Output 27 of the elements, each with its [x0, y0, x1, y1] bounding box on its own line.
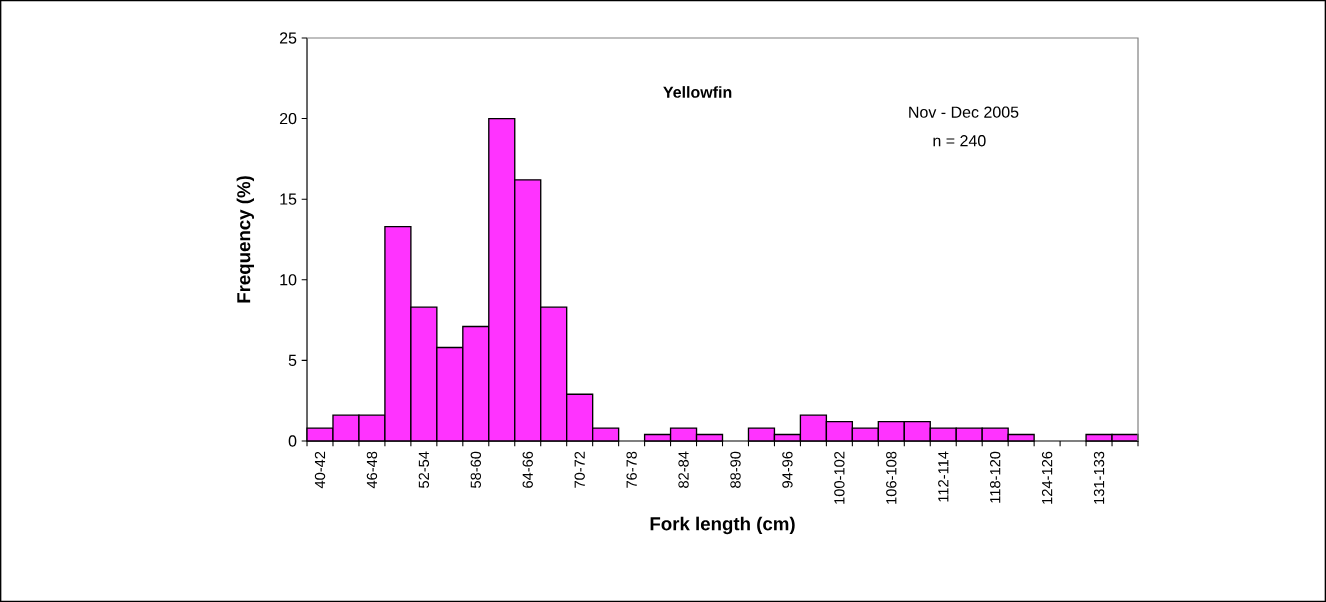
y-tick-label: 25: [279, 32, 297, 44]
x-tick-label: 46-48: [366, 451, 378, 489]
x-tick-label: 106-108: [886, 451, 897, 504]
x-tick-label: 82-84: [678, 451, 689, 488]
x-tick-label: 112-114: [938, 451, 949, 502]
annotation: Nov - Dec 2005: [909, 106, 1019, 118]
x-tick-label: 131-133: [1093, 451, 1105, 504]
y-axis-title: Frequency (%): [236, 176, 255, 303]
x-tick-label: 52-54: [418, 451, 430, 488]
x-axis-title: Fork length (cm): [650, 516, 795, 535]
x-tick-label: 94-96: [782, 451, 793, 488]
x-tick-label: 70-72: [574, 451, 585, 488]
x-tick-label: 58-60: [470, 451, 481, 488]
y-tick-label: 5: [288, 354, 297, 366]
annotation: n = 240: [933, 135, 986, 147]
x-tick-label: 124-126: [1041, 451, 1053, 504]
x-tick-label: 64-66: [522, 451, 533, 488]
y-tick-label: 10: [280, 274, 297, 286]
x-tick-label: 100-102: [834, 451, 845, 504]
text: Yellowfin: [663, 86, 732, 98]
x-tick-label: 40-42: [314, 451, 326, 489]
y-tick-label: 20: [279, 112, 297, 125]
y-tick-label: 0: [288, 435, 297, 447]
x-tick-label: 118-120: [990, 451, 1001, 503]
x-tick-label: 88-90: [730, 451, 741, 488]
x-tick-label: 76-78: [626, 451, 637, 488]
y-tick-label: 15: [280, 193, 297, 205]
